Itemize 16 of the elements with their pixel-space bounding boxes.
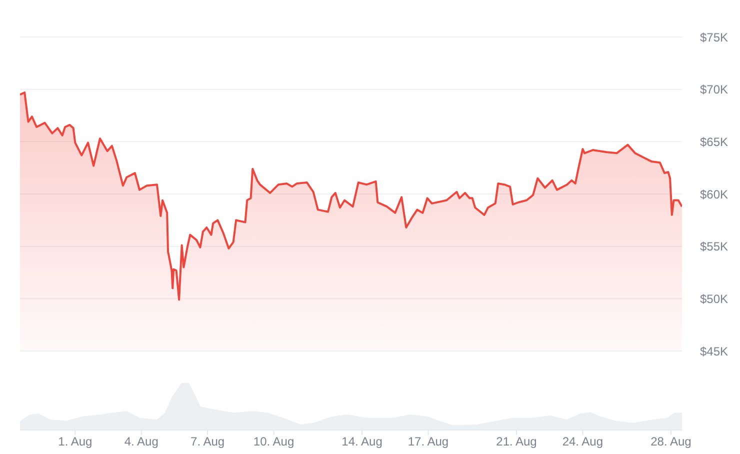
x-tick-label: 21. Aug [496, 434, 537, 449]
x-tick-label: 24. Aug [562, 434, 604, 449]
x-tick-label: 14. Aug [342, 434, 382, 449]
y-tick-label: $70K [700, 82, 728, 97]
x-tick-label: 7. Aug [190, 434, 225, 449]
x-tick-label: 10. Aug [253, 434, 294, 449]
x-tick-label: 1. Aug [58, 434, 92, 449]
y-tick-label: $60K [700, 187, 728, 202]
y-tick-label: $45K [700, 344, 728, 358]
y-tick-label: $55K [700, 240, 728, 254]
x-tick-label: 17. Aug [408, 434, 449, 449]
y-tick-label: $50K [700, 292, 728, 306]
y-tick-label: $65K [700, 134, 728, 149]
x-tick-label: 28. Aug [650, 434, 692, 449]
y-tick-label: $75K [700, 30, 728, 44]
x-tick-label: 4. Aug [124, 434, 158, 449]
